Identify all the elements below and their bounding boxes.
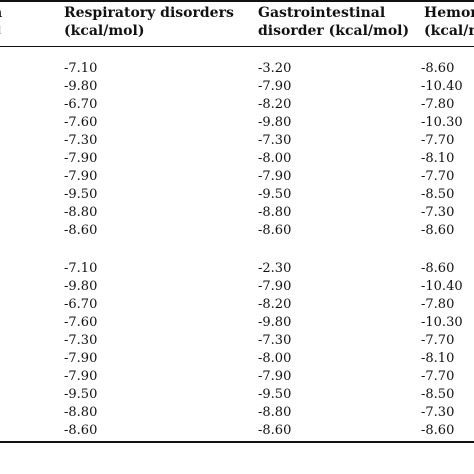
table-cell-gastrointestinal: -7.30 bbox=[258, 133, 292, 148]
table-cell-respiratory: -7.90 bbox=[64, 151, 98, 166]
table-cell-hemorrhagic: -10.30 bbox=[421, 315, 463, 330]
table-cell-gastrointestinal: -9.80 bbox=[258, 315, 292, 330]
header-stub-fragment: n bbox=[0, 5, 2, 21]
table-cell-respiratory: -6.70 bbox=[64, 97, 98, 112]
table-cell-gastrointestinal: -7.90 bbox=[258, 369, 292, 384]
table-cell-respiratory: -8.60 bbox=[64, 423, 98, 438]
table-header-rule bbox=[0, 46, 474, 47]
table-cell-gastrointestinal: -2.30 bbox=[258, 261, 292, 276]
table-cell-hemorrhagic: -8.60 bbox=[421, 261, 455, 276]
table-cell-gastrointestinal: -8.20 bbox=[258, 97, 292, 112]
table-cell-hemorrhagic: -8.60 bbox=[421, 61, 455, 76]
table-cell-gastrointestinal: -8.00 bbox=[258, 151, 292, 166]
table-cell-respiratory: -7.30 bbox=[64, 333, 98, 348]
table-cell-respiratory: -8.80 bbox=[64, 405, 98, 420]
table-cell-respiratory: -7.10 bbox=[64, 261, 98, 276]
table-cell-gastrointestinal: -8.80 bbox=[258, 205, 292, 220]
table-cell-gastrointestinal: -7.90 bbox=[258, 79, 292, 94]
table-cell-gastrointestinal: -7.90 bbox=[258, 169, 292, 184]
table-cell-respiratory: -7.90 bbox=[64, 369, 98, 384]
table-cell-hemorrhagic: -7.70 bbox=[421, 169, 455, 184]
table-top-rule bbox=[0, 0, 474, 2]
header-stub-cell: n bbox=[0, 4, 2, 22]
header-respiratory: Respiratory disorders (kcal/mol) bbox=[64, 4, 234, 40]
table-cell-hemorrhagic: -8.50 bbox=[421, 187, 455, 202]
table-cell-hemorrhagic: -10.40 bbox=[421, 279, 463, 294]
header-hemorrhagic: Hemorr (kcal/m bbox=[424, 4, 474, 40]
table-cell-hemorrhagic: -10.30 bbox=[421, 115, 463, 130]
table-cell-gastrointestinal: -8.60 bbox=[258, 223, 292, 238]
header-stub-subtext: l bbox=[0, 24, 2, 37]
table-cell-hemorrhagic: -7.30 bbox=[421, 405, 455, 420]
table-cell-respiratory: -7.60 bbox=[64, 315, 98, 330]
table-cell-gastrointestinal: -8.00 bbox=[258, 351, 292, 366]
table-cell-respiratory: -8.80 bbox=[64, 205, 98, 220]
table-cell-gastrointestinal: -9.50 bbox=[258, 187, 292, 202]
header-gastrointestinal-line-2: disorder (kcal/mol) bbox=[258, 23, 410, 39]
header-gastrointestinal-line-1: Gastrointestinal bbox=[258, 5, 386, 21]
table-cell-respiratory: -6.70 bbox=[64, 297, 98, 312]
table-cell-hemorrhagic: -7.70 bbox=[421, 333, 455, 348]
table-cell-hemorrhagic: -8.10 bbox=[421, 151, 455, 166]
table-cell-hemorrhagic: -8.60 bbox=[421, 423, 455, 438]
table-cell-gastrointestinal: -8.60 bbox=[258, 423, 292, 438]
table-cell-respiratory: -9.50 bbox=[64, 387, 98, 402]
table-cell-gastrointestinal: -7.30 bbox=[258, 333, 292, 348]
table-cell-hemorrhagic: -7.70 bbox=[421, 369, 455, 384]
table-cell-respiratory: -7.30 bbox=[64, 133, 98, 148]
table-cell-respiratory: -8.60 bbox=[64, 223, 98, 238]
table-cell-respiratory: -7.90 bbox=[64, 351, 98, 366]
table-cell-gastrointestinal: -9.50 bbox=[258, 387, 292, 402]
table-cell-hemorrhagic: -7.30 bbox=[421, 205, 455, 220]
header-respiratory-line-2: (kcal/mol) bbox=[64, 23, 145, 39]
table-cell-gastrointestinal: -7.90 bbox=[258, 279, 292, 294]
table-cell-hemorrhagic: -8.50 bbox=[421, 387, 455, 402]
header-hemorrhagic-line-2: (kcal/m bbox=[424, 23, 474, 39]
header-gastrointestinal: Gastrointestinal disorder (kcal/mol) bbox=[258, 4, 409, 40]
table-cell-hemorrhagic: -7.80 bbox=[421, 97, 455, 112]
table-cell-gastrointestinal: -8.20 bbox=[258, 297, 292, 312]
table-cell-gastrointestinal: -3.20 bbox=[258, 61, 292, 76]
table-cell-hemorrhagic: -8.60 bbox=[421, 223, 455, 238]
table-cell-gastrointestinal: -9.80 bbox=[258, 115, 292, 130]
table-cell-hemorrhagic: -8.10 bbox=[421, 351, 455, 366]
table-cell-hemorrhagic: -7.70 bbox=[421, 133, 455, 148]
table-cell-hemorrhagic: -10.40 bbox=[421, 79, 463, 94]
header-respiratory-line-1: Respiratory disorders bbox=[64, 5, 234, 21]
table-cell-respiratory: -9.80 bbox=[64, 279, 98, 294]
table-cell-respiratory: -9.80 bbox=[64, 79, 98, 94]
table-cell-respiratory: -9.50 bbox=[64, 187, 98, 202]
table-cell-respiratory: -7.10 bbox=[64, 61, 98, 76]
table-cell-respiratory: -7.90 bbox=[64, 169, 98, 184]
header-hemorrhagic-line-1: Hemorr bbox=[424, 5, 474, 21]
table-cell-gastrointestinal: -8.80 bbox=[258, 405, 292, 420]
table-bottom-rule bbox=[0, 441, 474, 443]
table-cell-hemorrhagic: -7.80 bbox=[421, 297, 455, 312]
table-cell-respiratory: -7.60 bbox=[64, 115, 98, 130]
